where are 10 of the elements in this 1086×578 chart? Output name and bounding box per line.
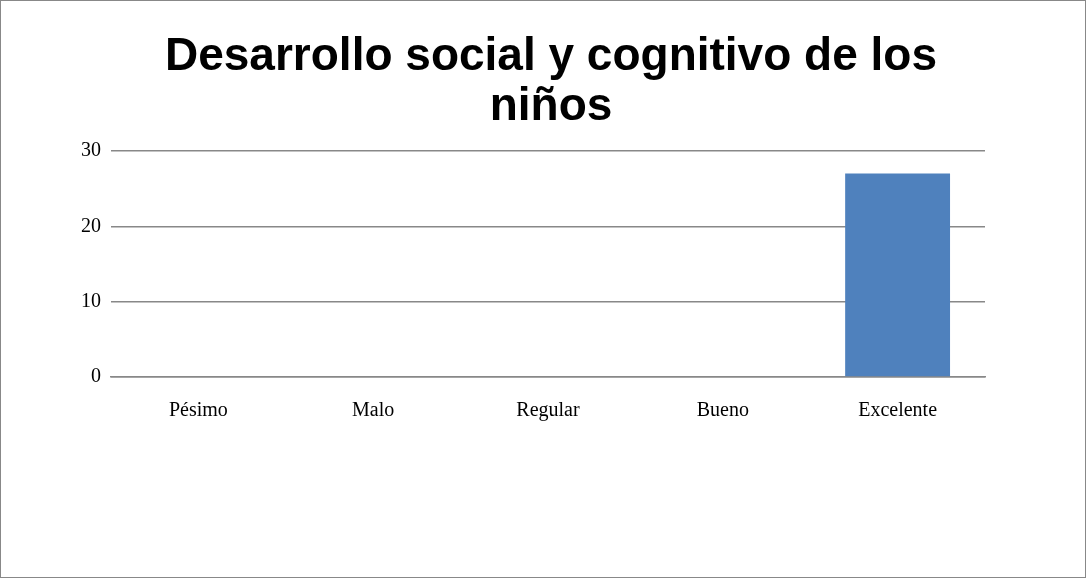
x-tick-label: Excelente <box>858 398 938 421</box>
x-tick-label: Bueno <box>696 398 749 421</box>
y-tick-label: 30 <box>81 138 101 161</box>
y-tick-label: 0 <box>91 364 101 387</box>
chart-title: Desarrollo social y cognitivo de los niños <box>164 28 938 130</box>
x-tick-label: Regular <box>516 398 580 422</box>
x-tick-label: Malo <box>352 398 395 421</box>
y-tick-label: 20 <box>81 213 101 236</box>
y-tick-label: 10 <box>81 288 101 311</box>
x-tick-label: Pésimo <box>168 398 228 421</box>
